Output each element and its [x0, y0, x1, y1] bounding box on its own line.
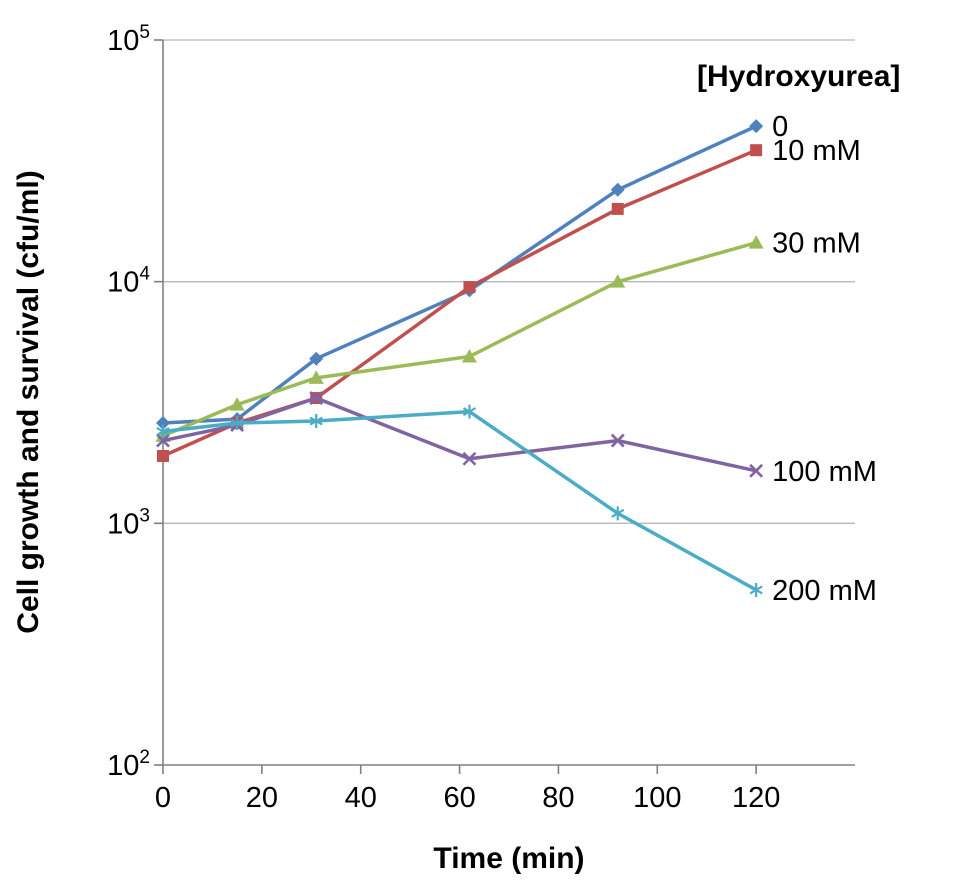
marker-asterisk [309, 414, 323, 429]
marker-triangle [308, 370, 324, 384]
marker-x [309, 391, 324, 405]
series-line-200-mM [161, 409, 758, 592]
marker-asterisk [230, 416, 244, 431]
marker-asterisk [156, 424, 170, 439]
y-tick-label: 104 [107, 264, 150, 299]
series-label: 100 mM [772, 456, 877, 488]
marker-triangle [748, 235, 764, 249]
marker-square [157, 449, 169, 462]
series-label: 200 mM [772, 575, 877, 607]
x-tick-label: 60 [443, 782, 475, 814]
y-axis-title: Cell growth and survival (cfu/ml) [12, 170, 45, 633]
marker-square [463, 281, 476, 294]
x-tick-label: 20 [246, 782, 278, 814]
x-tick-label: 40 [345, 782, 377, 814]
series-line-100-mM [161, 396, 758, 473]
marker-asterisk [462, 404, 477, 419]
y-tick-label: 105 [107, 22, 150, 57]
marker-diamond [749, 119, 764, 134]
marker-diamond [610, 182, 625, 197]
marker-diamond [156, 416, 170, 431]
marker-triangle [610, 274, 626, 288]
x-tick-label: 120 [732, 782, 780, 814]
y-tick-label: 103 [107, 505, 150, 540]
series-line-0 [161, 124, 758, 425]
marker-diamond [309, 351, 324, 366]
series-line-10-mM [161, 148, 758, 458]
series-label: 0 [772, 111, 788, 143]
marker-square [611, 202, 624, 215]
marker-x [156, 433, 170, 448]
series-line-30-mM [161, 240, 758, 438]
y-tick-label: 102 [107, 747, 150, 782]
marker-asterisk [749, 582, 763, 597]
marker-triangle [461, 349, 477, 363]
marker-asterisk [611, 506, 625, 521]
x-axis-title: Time (min) [433, 842, 584, 875]
x-tick-label: 0 [155, 782, 171, 814]
marker-square [750, 144, 763, 157]
x-tick-label: 100 [633, 782, 681, 814]
marker-triangle [229, 397, 245, 411]
series-label: 30 mM [772, 228, 861, 260]
legend-title: [Hydroxyurea] [697, 60, 900, 93]
marker-x [749, 463, 764, 478]
x-tick-label: 80 [542, 782, 574, 814]
series-label: 10 mM [772, 135, 861, 167]
marker-x [462, 451, 477, 466]
marker-x [610, 433, 625, 448]
